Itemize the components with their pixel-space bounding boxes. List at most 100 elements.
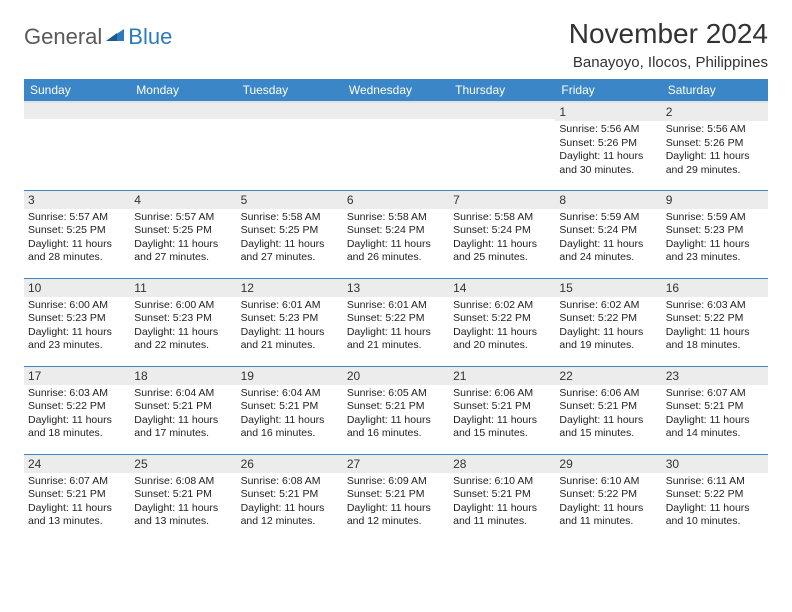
logo-text-general: General xyxy=(24,24,102,50)
page-subtitle: Banayoyo, Ilocos, Philippines xyxy=(569,54,768,71)
day-cell: 28Sunrise: 6:10 AMSunset: 5:21 PMDayligh… xyxy=(449,454,555,542)
day-cell: 25Sunrise: 6:08 AMSunset: 5:21 PMDayligh… xyxy=(130,454,236,542)
sunrise-text: Sunrise: 5:59 AM xyxy=(666,211,764,225)
sunset-text: Sunset: 5:26 PM xyxy=(666,137,764,151)
daylight-text: Daylight: 11 hours and 11 minutes. xyxy=(453,502,551,529)
day-cell xyxy=(449,102,555,190)
day-cell-content: 11Sunrise: 6:00 AMSunset: 5:23 PMDayligh… xyxy=(130,279,236,358)
sunrise-text: Sunrise: 6:11 AM xyxy=(666,475,764,489)
sunrise-text: Sunrise: 5:57 AM xyxy=(28,211,126,225)
day-details: Sunrise: 6:04 AMSunset: 5:21 PMDaylight:… xyxy=(241,387,339,442)
day-number: 5 xyxy=(237,191,343,209)
weekday-friday: Friday xyxy=(555,79,661,102)
day-number: 30 xyxy=(662,455,768,473)
day-number: 27 xyxy=(343,455,449,473)
day-details: Sunrise: 6:04 AMSunset: 5:21 PMDaylight:… xyxy=(134,387,232,442)
sunset-text: Sunset: 5:26 PM xyxy=(559,137,657,151)
day-cell-content: 17Sunrise: 6:03 AMSunset: 5:22 PMDayligh… xyxy=(24,367,130,446)
day-cell: 15Sunrise: 6:02 AMSunset: 5:22 PMDayligh… xyxy=(555,278,661,366)
sunset-text: Sunset: 5:24 PM xyxy=(347,224,445,238)
day-cell-content: 20 Sunrise: 6:05 AMSunset: 5:21 PMDayligh… xyxy=(343,367,449,446)
day-number: 22 xyxy=(555,367,661,385)
daylight-text: Daylight: 11 hours and 26 minutes. xyxy=(347,238,445,265)
empty-day-strip xyxy=(343,103,449,119)
daylight-text: Daylight: 11 hours and 23 minutes. xyxy=(666,238,764,265)
daylight-text: Daylight: 11 hours and 30 minutes. xyxy=(559,150,657,177)
sunrise-text: Sunrise: 6:02 AM xyxy=(559,299,657,313)
sunrise-text: Sunrise: 5:59 AM xyxy=(559,211,657,225)
day-details: Sunrise: 5:59 AMSunset: 5:24 PMDaylight:… xyxy=(559,211,657,266)
day-cell-content: 18Sunrise: 6:04 AMSunset: 5:21 PMDayligh… xyxy=(130,367,236,446)
sunset-text: Sunset: 5:21 PM xyxy=(347,488,445,502)
day-details: Sunrise: 6:03 AMSunset: 5:22 PMDaylight:… xyxy=(666,299,764,354)
daylight-text: Daylight: 11 hours and 24 minutes. xyxy=(559,238,657,265)
empty-day-strip xyxy=(24,103,130,119)
weekday-thursday: Thursday xyxy=(449,79,555,102)
day-details: Sunrise: 6:05 AMSunset: 5:21 PMDaylight:… xyxy=(347,387,445,442)
day-cell xyxy=(24,102,130,190)
sunset-text: Sunset: 5:25 PM xyxy=(28,224,126,238)
daylight-text: Daylight: 11 hours and 16 minutes. xyxy=(241,414,339,441)
day-cell: 10Sunrise: 6:00 AMSunset: 5:23 PMDayligh… xyxy=(24,278,130,366)
weekday-sunday: Sunday xyxy=(24,79,130,102)
sunrise-text: Sunrise: 6:04 AM xyxy=(134,387,232,401)
day-details: Sunrise: 6:03 AMSunset: 5:22 PMDaylight:… xyxy=(28,387,126,442)
day-number: 12 xyxy=(237,279,343,297)
day-cell: 23Sunrise: 6:07 AMSunset: 5:21 PMDayligh… xyxy=(662,366,768,454)
weekday-saturday: Saturday xyxy=(662,79,768,102)
title-block: November 2024 Banayoyo, Ilocos, Philippi… xyxy=(569,18,768,71)
day-cell-content: 9Sunrise: 5:59 AMSunset: 5:23 PMDaylight… xyxy=(662,191,768,270)
day-cell: 2Sunrise: 5:56 AMSunset: 5:26 PMDaylight… xyxy=(662,102,768,190)
day-cell xyxy=(130,102,236,190)
day-number: 11 xyxy=(130,279,236,297)
daylight-text: Daylight: 11 hours and 20 minutes. xyxy=(453,326,551,353)
day-details: Sunrise: 6:10 AMSunset: 5:21 PMDaylight:… xyxy=(453,475,551,530)
sunset-text: Sunset: 5:22 PM xyxy=(666,312,764,326)
daylight-text: Daylight: 11 hours and 21 minutes. xyxy=(241,326,339,353)
daylight-text: Daylight: 11 hours and 18 minutes. xyxy=(666,326,764,353)
day-cell-content: 28Sunrise: 6:10 AMSunset: 5:21 PMDayligh… xyxy=(449,455,555,534)
sunset-text: Sunset: 5:22 PM xyxy=(28,400,126,414)
day-cell: 11Sunrise: 6:00 AMSunset: 5:23 PMDayligh… xyxy=(130,278,236,366)
day-number: 20 xyxy=(343,367,449,385)
sunset-text: Sunset: 5:21 PM xyxy=(347,400,445,414)
week-row: 24Sunrise: 6:07 AMSunset: 5:21 PMDayligh… xyxy=(24,454,768,542)
sunset-text: Sunset: 5:21 PM xyxy=(453,488,551,502)
daylight-text: Daylight: 11 hours and 17 minutes. xyxy=(134,414,232,441)
sunset-text: Sunset: 5:23 PM xyxy=(666,224,764,238)
day-cell: 13Sunrise: 6:01 AMSunset: 5:22 PMDayligh… xyxy=(343,278,449,366)
calendar-table: SundayMondayTuesdayWednesdayThursdayFrid… xyxy=(24,79,768,542)
sunset-text: Sunset: 5:21 PM xyxy=(241,488,339,502)
sunrise-text: Sunrise: 6:07 AM xyxy=(666,387,764,401)
sunrise-text: Sunrise: 6:00 AM xyxy=(134,299,232,313)
daylight-text: Daylight: 11 hours and 29 minutes. xyxy=(666,150,764,177)
day-details: Sunrise: 6:07 AMSunset: 5:21 PMDaylight:… xyxy=(666,387,764,442)
daylight-text: Daylight: 11 hours and 19 minutes. xyxy=(559,326,657,353)
day-details: Sunrise: 5:58 AMSunset: 5:25 PMDaylight:… xyxy=(241,211,339,266)
sunset-text: Sunset: 5:23 PM xyxy=(134,312,232,326)
sunset-text: Sunset: 5:24 PM xyxy=(559,224,657,238)
sunrise-text: Sunrise: 5:57 AM xyxy=(134,211,232,225)
day-details: Sunrise: 5:57 AMSunset: 5:25 PMDaylight:… xyxy=(28,211,126,266)
sunset-text: Sunset: 5:25 PM xyxy=(241,224,339,238)
day-cell-content: 27Sunrise: 6:09 AMSunset: 5:21 PMDayligh… xyxy=(343,455,449,534)
day-cell-content: 21Sunrise: 6:06 AMSunset: 5:21 PMDayligh… xyxy=(449,367,555,446)
day-cell-content: 15Sunrise: 6:02 AMSunset: 5:22 PMDayligh… xyxy=(555,279,661,358)
day-cell: 14Sunrise: 6:02 AMSunset: 5:22 PMDayligh… xyxy=(449,278,555,366)
day-number: 1 xyxy=(555,103,661,121)
day-cell-content: 2Sunrise: 5:56 AMSunset: 5:26 PMDaylight… xyxy=(662,103,768,182)
sunrise-text: Sunrise: 6:07 AM xyxy=(28,475,126,489)
logo-text-blue: Blue xyxy=(128,24,172,50)
sunset-text: Sunset: 5:22 PM xyxy=(559,488,657,502)
sunrise-text: Sunrise: 6:10 AM xyxy=(453,475,551,489)
sunrise-text: Sunrise: 6:03 AM xyxy=(28,387,126,401)
day-cell-content: 23Sunrise: 6:07 AMSunset: 5:21 PMDayligh… xyxy=(662,367,768,446)
day-number: 7 xyxy=(449,191,555,209)
day-cell-content: 1Sunrise: 5:56 AMSunset: 5:26 PMDaylight… xyxy=(555,103,661,182)
day-cell: 29Sunrise: 6:10 AMSunset: 5:22 PMDayligh… xyxy=(555,454,661,542)
empty-day-strip xyxy=(130,103,236,119)
day-number: 19 xyxy=(237,367,343,385)
sunset-text: Sunset: 5:21 PM xyxy=(28,488,126,502)
weekday-wednesday: Wednesday xyxy=(343,79,449,102)
day-cell: 12Sunrise: 6:01 AMSunset: 5:23 PMDayligh… xyxy=(237,278,343,366)
